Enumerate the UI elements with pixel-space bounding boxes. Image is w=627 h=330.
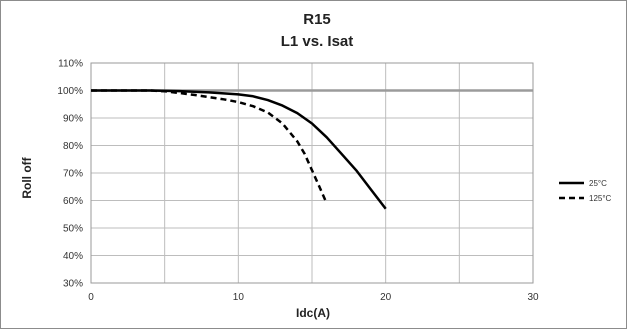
x-tick-label: 30 — [527, 292, 539, 303]
y-tick-label: 40% — [63, 251, 83, 262]
plot-border — [90, 62, 534, 284]
chart-subtitle: L1 vs. Isat — [281, 33, 354, 50]
legend-label-1: 25°C — [589, 179, 607, 188]
x-tick-label: 10 — [233, 292, 245, 303]
y-axis-title: Roll off — [20, 156, 34, 198]
series-layer — [91, 89, 387, 210]
x-axis-title: Idc(A) — [296, 306, 330, 320]
y-tick-label: 90% — [63, 114, 83, 125]
y-tick-label: 110% — [58, 59, 83, 70]
series-line-2 — [91, 89, 328, 204]
y-tick-label: 50% — [63, 224, 83, 235]
y-tick-label: 100% — [57, 86, 83, 97]
grid — [90, 62, 534, 284]
chart-title: R15 — [303, 11, 331, 28]
legend-label-2: 125°C — [589, 194, 612, 203]
axes: 30% 40% 50% 60% 70% 80% 90% 100% 110% 0 10 20 30 — [57, 59, 539, 304]
x-tick-label: 20 — [380, 292, 392, 303]
y-tick-label: 60% — [63, 196, 83, 207]
y-tick-label: 70% — [63, 169, 83, 180]
y-tick-label: 80% — [63, 141, 83, 152]
y-tick-label: 30% — [63, 279, 83, 290]
x-tick-label: 0 — [88, 292, 94, 303]
legend: 25°C 125°C — [559, 179, 612, 203]
